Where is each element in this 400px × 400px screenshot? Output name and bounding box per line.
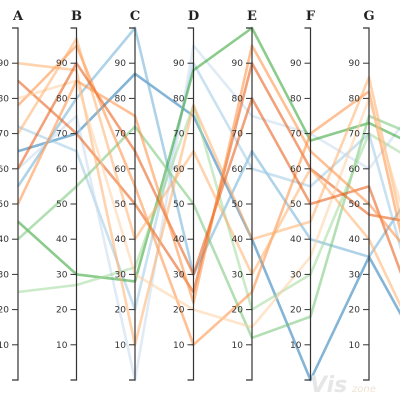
tick-label: 90 [349, 59, 361, 69]
axis-e: 10 20 30 40 50 60 70 80 90 E [232, 9, 257, 381]
tick-label: 30 [349, 270, 361, 280]
tick-label: 10 [290, 341, 302, 351]
tick-label: 80 [173, 94, 185, 104]
tick-label: 10 [349, 341, 361, 351]
tick-label: 10 [173, 341, 185, 351]
tick-label: 80 [0, 94, 9, 104]
tick-label: 20 [173, 306, 185, 316]
tick-label: 90 [173, 59, 185, 69]
tick-label: 50 [290, 200, 302, 210]
tick-label: 80 [349, 94, 361, 104]
tick-label: 40 [115, 235, 127, 245]
tick-label: 30 [0, 270, 9, 280]
tick-label: 50 [349, 200, 361, 210]
tick-label: 20 [290, 306, 302, 316]
tick-label: 20 [56, 306, 68, 316]
tick-label: 70 [56, 130, 68, 140]
tick-label: 90 [56, 59, 68, 69]
tick-label: 60 [115, 165, 127, 175]
tick-label: 70 [0, 130, 9, 140]
tick-label: 20 [0, 306, 9, 316]
tick-label: 10 [56, 341, 68, 351]
axis-title[interactable]: D [188, 9, 199, 24]
watermark-text: Vis [310, 373, 347, 398]
tick-label: 10 [232, 341, 244, 351]
axis-b: 10 20 30 40 50 60 70 80 90 B [56, 9, 82, 381]
tick-label: 40 [56, 235, 68, 245]
tick-label: 70 [349, 130, 361, 140]
series-line-14 [16, 44, 400, 304]
tick-label: 50 [173, 200, 185, 210]
tick-label: 40 [290, 235, 302, 245]
axis-f: 10 20 30 40 50 60 70 80 90 F [290, 9, 316, 381]
tick-label: 80 [115, 94, 127, 104]
tick-label: 90 [0, 59, 9, 69]
tick-label: 70 [290, 130, 302, 140]
tick-label: 60 [290, 165, 302, 175]
tick-label: 40 [232, 235, 244, 245]
tick-label: 70 [232, 130, 244, 140]
tick-label: 40 [349, 235, 361, 245]
tick-label: 60 [0, 165, 9, 175]
tick-label: 30 [232, 270, 244, 280]
axis-c: 10 20 30 40 50 60 70 80 90 C [115, 9, 140, 381]
tick-label: 30 [115, 270, 127, 280]
tick-label: 10 [0, 341, 9, 351]
tick-label: 30 [173, 270, 185, 280]
tick-label: 90 [115, 59, 127, 69]
watermark-sub: zone [351, 384, 376, 395]
tick-label: 70 [115, 130, 127, 140]
watermark: Vis zone [310, 373, 376, 398]
tick-label: 30 [56, 270, 68, 280]
tick-label: 40 [0, 235, 9, 245]
tick-label: 70 [173, 130, 185, 140]
tick-label: 50 [0, 200, 9, 210]
axis-g: 10 20 30 40 50 60 70 80 90 G [349, 9, 375, 381]
axis-title[interactable]: G [363, 9, 374, 24]
tick-label: 80 [56, 94, 68, 104]
tick-label: 60 [56, 165, 68, 175]
tick-label: 80 [232, 94, 244, 104]
tick-label: 20 [232, 306, 244, 316]
axis-title[interactable]: B [71, 9, 82, 24]
tick-label: 60 [173, 165, 185, 175]
series-line-8 [17, 61, 400, 294]
axes: 102030405060708090A102030405060708090B10… [0, 9, 375, 381]
tick-label: 10 [115, 341, 127, 351]
tick-label: 90 [232, 59, 244, 69]
tick-label: 40 [173, 235, 185, 245]
axis-d: 10 20 30 40 50 60 70 80 90 D [173, 9, 199, 381]
axis-title[interactable]: E [247, 9, 257, 24]
tick-label: 30 [290, 270, 302, 280]
axis-title[interactable]: F [306, 9, 316, 24]
tick-label: 20 [349, 306, 361, 316]
tick-label: 50 [232, 200, 244, 210]
tick-label: 60 [232, 165, 244, 175]
tick-label: 80 [290, 94, 302, 104]
tick-label: 50 [56, 200, 68, 210]
tick-label: 20 [115, 306, 127, 316]
tick-label: 50 [115, 200, 127, 210]
axis-a: 10 20 30 40 50 60 70 80 90 A [0, 9, 24, 381]
axis-title[interactable]: C [130, 9, 140, 24]
tick-label: 90 [290, 59, 302, 69]
tick-label: 60 [349, 165, 361, 175]
axis-title[interactable]: A [12, 9, 24, 24]
